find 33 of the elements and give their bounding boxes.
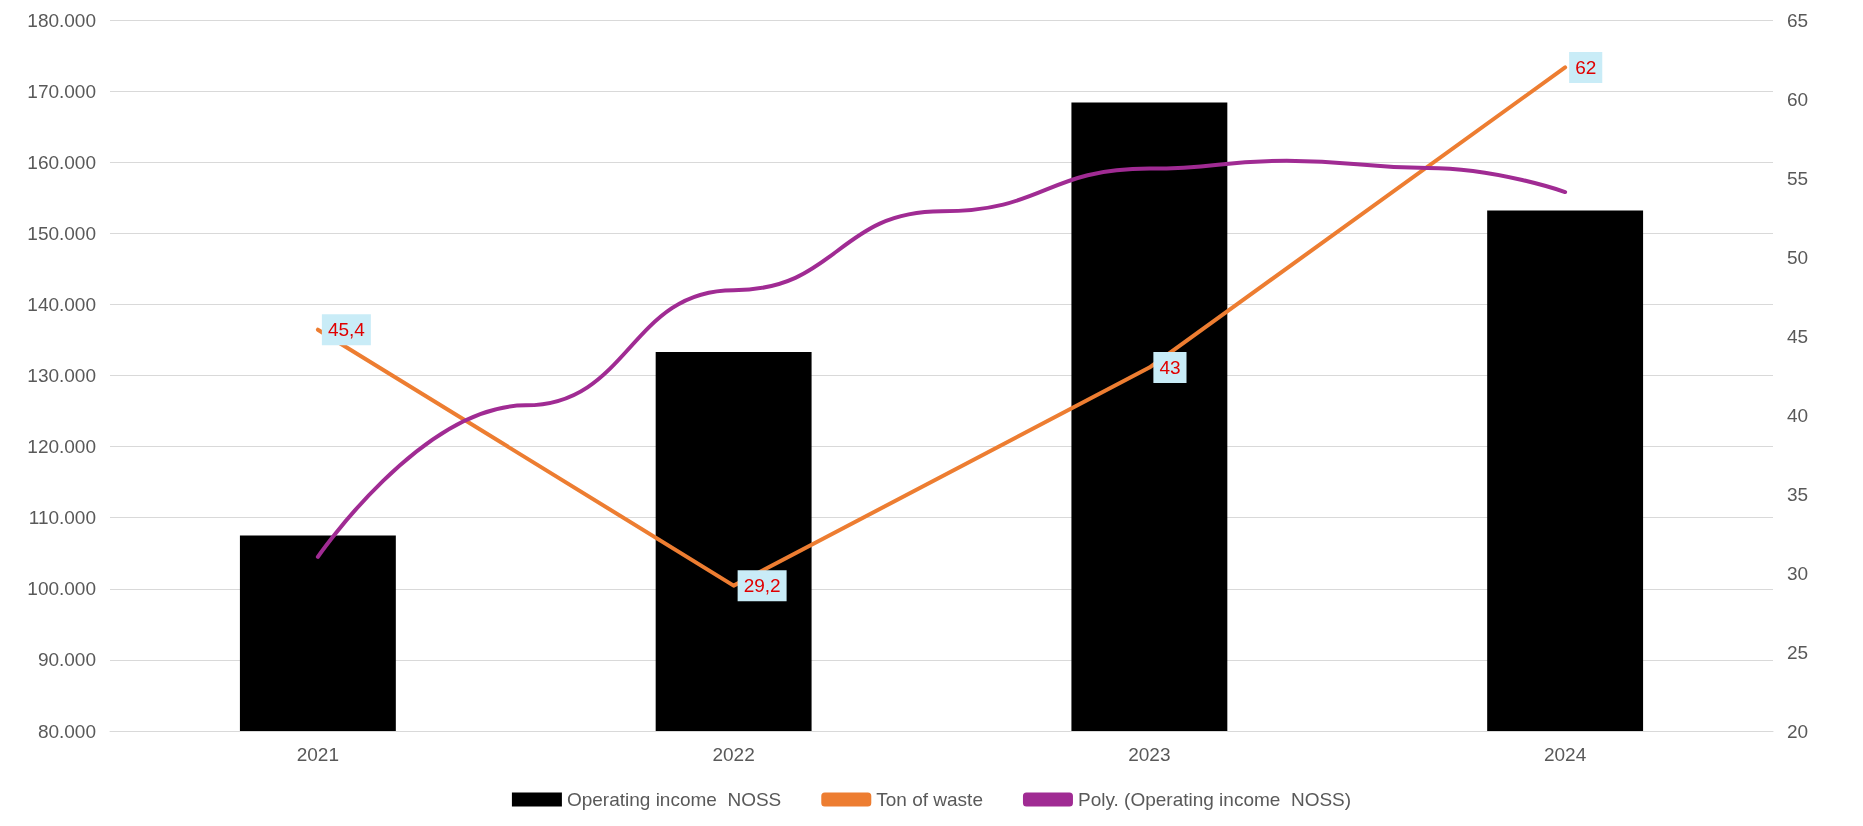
y-tick-label: 170.000 (27, 80, 96, 102)
y-tick-label: 130.000 (27, 365, 96, 386)
y-tick-label: 160.000 (27, 151, 96, 173)
y2-tick-label: 35 (1787, 483, 1809, 505)
legend-label: Poly. (Operating income NOSS) (1077, 789, 1352, 810)
y2-tick-label: 60 (1787, 88, 1809, 110)
y-tick-label: 90.000 (37, 649, 96, 671)
y2-tick-label: 25 (1787, 641, 1809, 663)
line-series (315, 158, 1568, 559)
data-label: 45,4 (327, 319, 366, 341)
x-tick-label: 2024 (1543, 744, 1587, 765)
y2-tick-label: 45 (1787, 325, 1809, 347)
y2-tick-label: 65 (1787, 9, 1809, 31)
x-tick-label: 2023 (1128, 744, 1171, 765)
y-tick-label: 140.000 (27, 293, 96, 315)
x-tick-label: 2022 (712, 744, 755, 765)
y-tick-label: 120.000 (27, 436, 96, 458)
y2-tick-label: 50 (1787, 246, 1809, 268)
y-tick-label: 80.000 (37, 720, 96, 742)
y2-tick-label: 20 (1787, 720, 1809, 742)
x-tick-label: 2021 (296, 744, 340, 765)
data-label: 62 (1575, 56, 1597, 78)
y-tick-label: 110.000 (28, 507, 96, 529)
y2-tick-label: 55 (1787, 167, 1809, 189)
y-tick-label: 100.000 (27, 578, 96, 600)
data-label: 43 (1159, 357, 1181, 379)
data-label: 29,2 (743, 575, 781, 597)
y2-tick-label: 30 (1787, 562, 1809, 584)
legend-label: Ton of waste (876, 789, 983, 810)
y-tick-label: 150.000 (27, 222, 96, 244)
legend-label: Operating income NOSS (566, 789, 782, 810)
y2-tick-label: 40 (1787, 404, 1809, 426)
y-tick-label: 180.000 (27, 9, 96, 31)
